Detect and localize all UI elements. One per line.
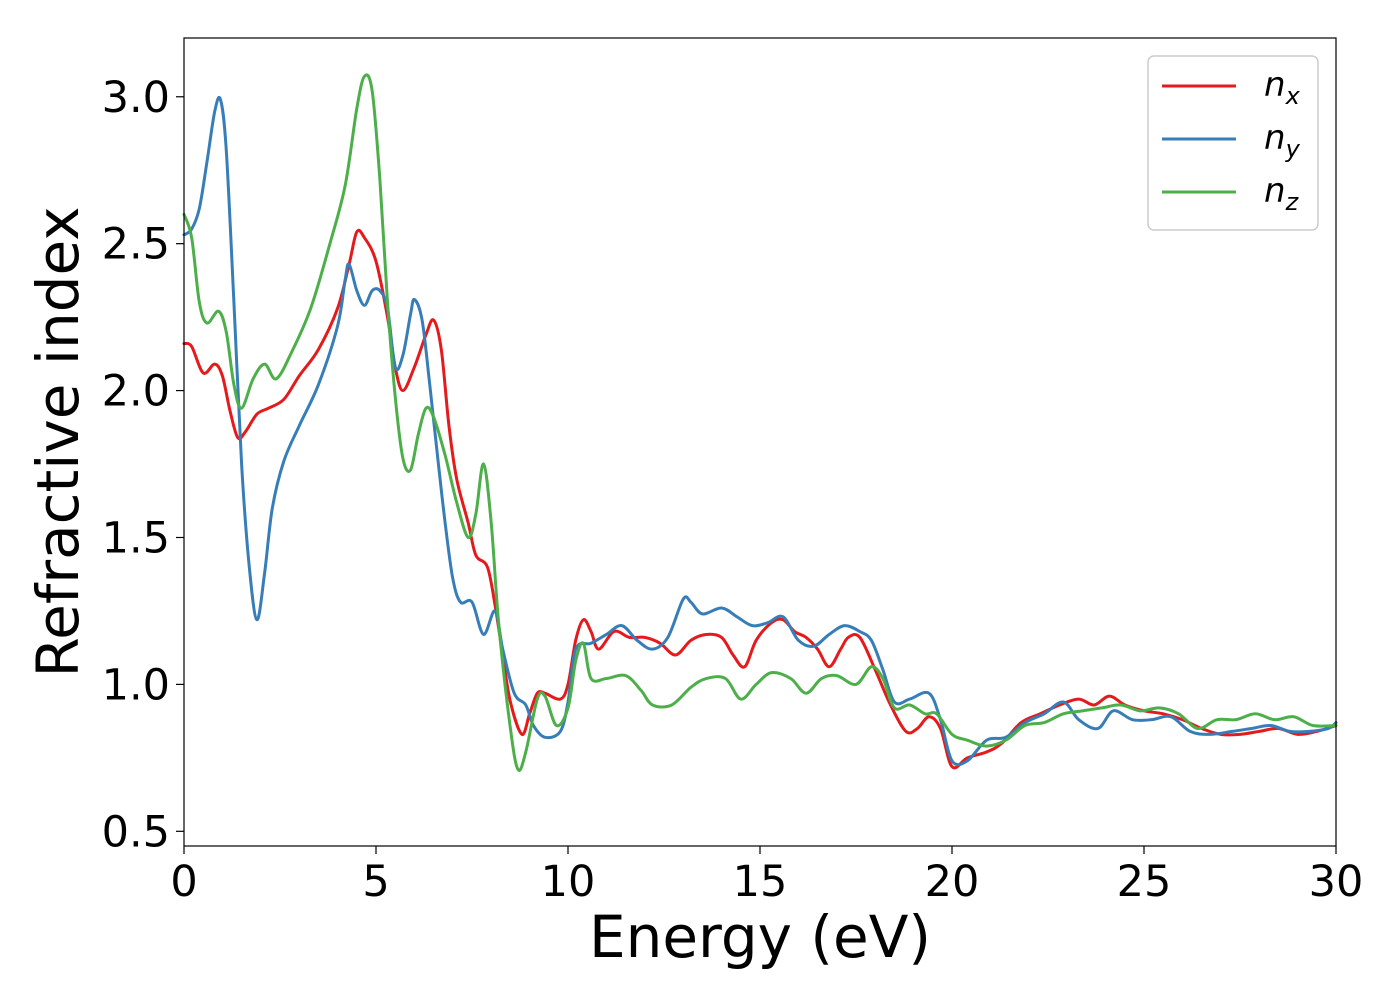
legend-label-subscript: x bbox=[1285, 82, 1301, 110]
legend-box bbox=[1147, 55, 1319, 231]
legend-label-subscript: y bbox=[1285, 135, 1301, 163]
legend-label-base: n bbox=[1264, 118, 1286, 158]
x-tick-label: 25 bbox=[1117, 857, 1172, 907]
x-axis: 0 5 10 15 20 25 30 bbox=[170, 846, 1363, 907]
legend-label-base: n bbox=[1264, 65, 1286, 105]
y-tick-label: 1.5 bbox=[102, 513, 170, 563]
legend-label-y: ny bbox=[1264, 118, 1301, 163]
legend-label-subscript: z bbox=[1285, 188, 1300, 216]
x-tick-label: 15 bbox=[733, 857, 788, 907]
legend-label-x: nx bbox=[1264, 65, 1301, 110]
y-tick-label: 2.5 bbox=[102, 220, 170, 270]
x-tick-label: 20 bbox=[925, 857, 980, 907]
y-tick-label: 0.5 bbox=[102, 807, 170, 857]
legend-label-z: nz bbox=[1264, 171, 1300, 216]
y-axis-title: Refractive index bbox=[24, 206, 92, 677]
y-axis: 0.5 1.0 1.5 2.0 2.5 3.0 bbox=[102, 73, 184, 857]
x-tick-label: 0 bbox=[170, 857, 197, 907]
series-line-x bbox=[182, 228, 1338, 770]
y-tick-label: 2.0 bbox=[102, 367, 170, 417]
y-tick-label: 1.0 bbox=[102, 660, 170, 710]
series-layer bbox=[182, 73, 1338, 772]
legend-label-base: n bbox=[1264, 171, 1286, 211]
x-tick-label: 10 bbox=[541, 857, 596, 907]
y-tick-label: 3.0 bbox=[102, 73, 170, 123]
series-line-y bbox=[182, 95, 1338, 767]
x-axis-title: Energy (eV) bbox=[589, 903, 931, 971]
series-line-z bbox=[182, 73, 1338, 772]
x-tick-label: 30 bbox=[1309, 857, 1364, 907]
x-tick-label: 5 bbox=[362, 857, 389, 907]
